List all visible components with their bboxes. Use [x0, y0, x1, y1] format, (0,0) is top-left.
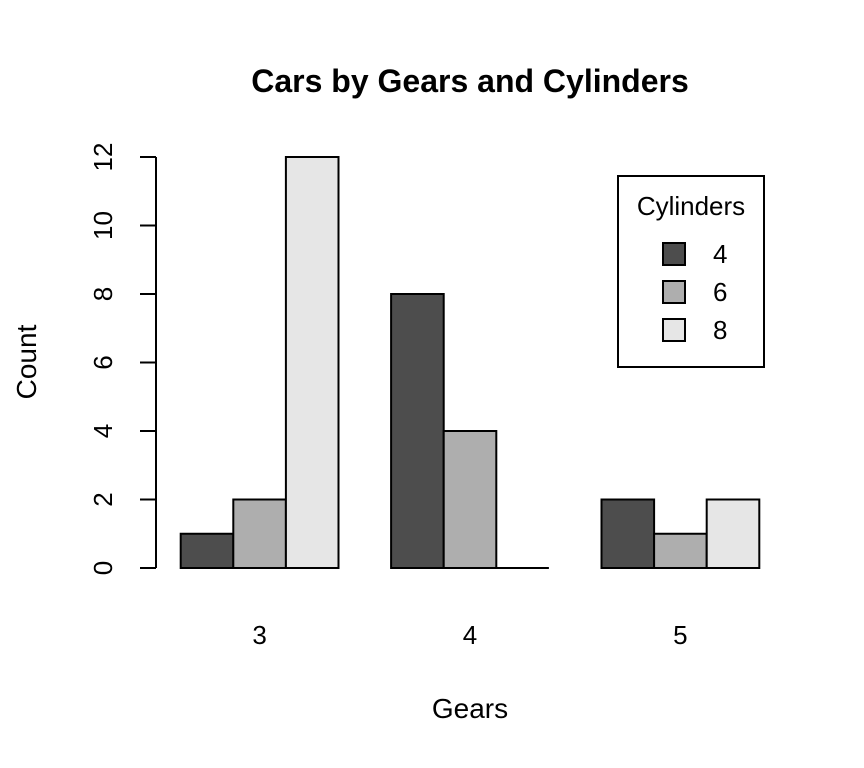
x-tick-label: 5 [673, 620, 687, 650]
bar-gear-3-cyl-6 [232, 498, 287, 569]
legend-swatch-6 [662, 280, 686, 304]
legend-swatch-4 [662, 242, 686, 266]
y-tick-label: 8 [88, 287, 118, 301]
y-axis: 0 2 4 6 8 10 12 [88, 143, 157, 575]
legend-title: Cylinders [637, 191, 745, 221]
x-tick-label: 3 [252, 620, 266, 650]
y-tick-label: 12 [88, 143, 118, 172]
bar-gear-5-cyl-6 [653, 532, 708, 569]
legend-label-8: 8 [713, 315, 727, 345]
bars-group [179, 156, 761, 569]
y-tick-label: 10 [88, 211, 118, 240]
legend-label-6: 6 [713, 277, 727, 307]
legend: Cylinders 4 6 8 [617, 175, 765, 368]
y-tick-label: 4 [88, 424, 118, 438]
bar-gear-4-cyl-6 [442, 430, 498, 569]
bar-gear-5-cyl-4 [600, 498, 656, 569]
x-tick-label: 4 [463, 620, 477, 650]
bar-gear-3-cyl-8 [284, 156, 340, 569]
x-axis-label: Gears [432, 693, 508, 724]
bar-gear-4-cyl-4 [390, 293, 445, 569]
chart-title: Cars by Gears and Cylinders [251, 63, 689, 99]
y-axis-label: Count [11, 324, 42, 399]
legend-swatch-8 [662, 318, 686, 342]
y-tick-label: 0 [88, 561, 118, 575]
y-tick-label: 6 [88, 355, 118, 369]
bar-gear-5-cyl-8 [705, 498, 761, 569]
x-tick-labels: 3 4 5 [252, 620, 687, 650]
y-tick-label: 2 [88, 492, 118, 506]
legend-label-4: 4 [713, 239, 727, 269]
legend-box [617, 175, 765, 368]
bar-gear-3-cyl-4 [179, 532, 235, 569]
